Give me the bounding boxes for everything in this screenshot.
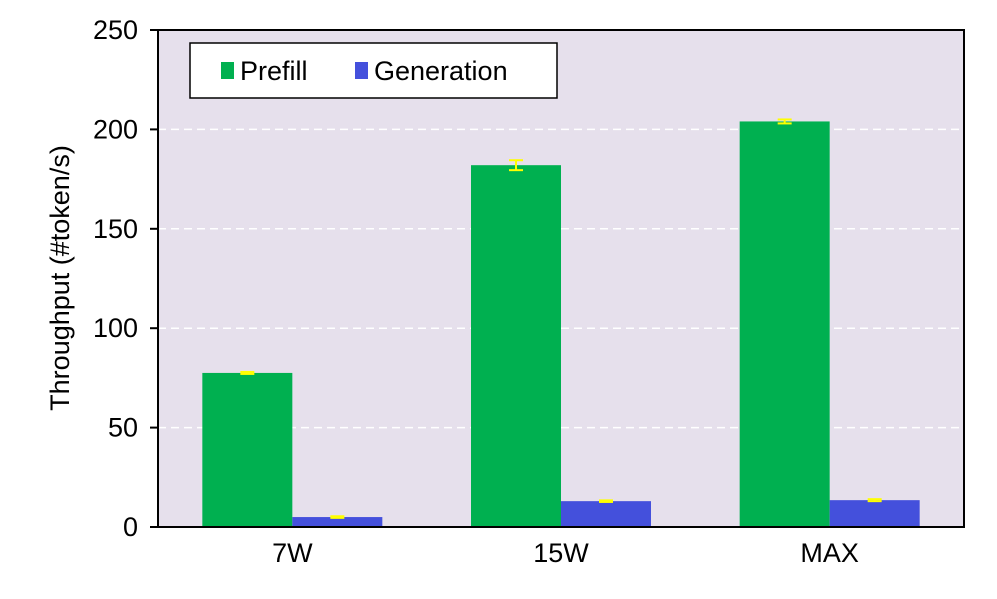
legend: Prefill Generation bbox=[189, 42, 558, 99]
y-tick-label: 150 bbox=[93, 214, 138, 244]
bar-prefill-max bbox=[739, 121, 830, 527]
y-tick-label: 250 bbox=[93, 15, 138, 45]
y-axis: 0 50 100 150 200 250 bbox=[93, 15, 158, 542]
bar-generation-max bbox=[829, 500, 920, 527]
legend-label-prefill: Prefill bbox=[240, 56, 308, 86]
legend-label-generation: Generation bbox=[374, 56, 508, 86]
legend-box bbox=[189, 42, 558, 99]
bar-prefill-15w bbox=[471, 165, 561, 527]
y-tick-label: 0 bbox=[123, 512, 138, 542]
x-tick-label: 15W bbox=[533, 538, 589, 568]
y-axis-title: Throughput (#token/s) bbox=[45, 145, 75, 411]
legend-swatch-prefill bbox=[221, 62, 234, 79]
x-tick-label: 7W bbox=[272, 538, 313, 568]
y-tick-label: 100 bbox=[93, 313, 138, 343]
legend-swatch-generation bbox=[355, 62, 368, 79]
bar-generation-7w bbox=[292, 517, 383, 527]
bar-generation-15w bbox=[561, 501, 651, 527]
y-tick-label: 200 bbox=[93, 114, 138, 144]
plot-frame bbox=[157, 29, 965, 528]
bars-group bbox=[202, 121, 920, 527]
x-axis: 7W 15W MAX bbox=[272, 538, 859, 568]
y-tick-label: 50 bbox=[108, 413, 138, 443]
bar-prefill-7w bbox=[202, 372, 293, 527]
x-tick-label: MAX bbox=[800, 538, 859, 568]
error-bars-group bbox=[240, 118, 882, 519]
